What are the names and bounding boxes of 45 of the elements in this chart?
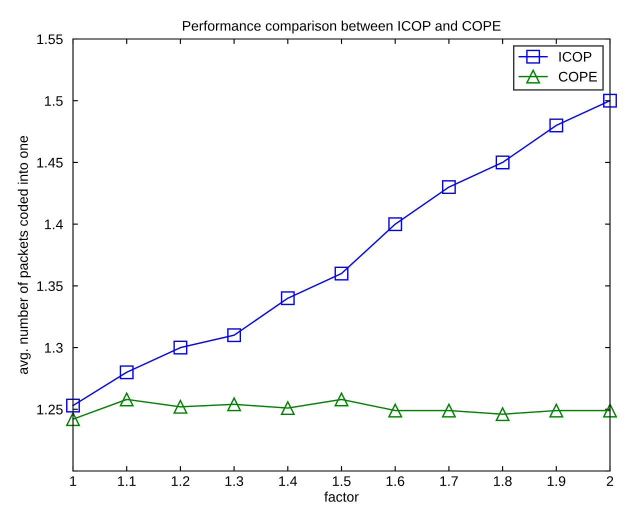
point [334,266,348,280]
y-tick-label: 1.5 [45,96,63,106]
x-tick-label: 1.2 [172,476,190,486]
point [496,155,510,170]
point [120,365,134,380]
point [227,397,242,412]
legend-label: ICOP [559,52,592,62]
point [442,404,456,418]
point [66,398,80,413]
x-tick-label: 2 [606,476,614,486]
y-tick-label: 1.25 [37,404,63,414]
point [227,328,242,342]
y-tick-label: 1.3 [45,342,63,353]
y-tick-label: 1.55 [37,34,63,44]
x-tick-label: 1.1 [118,476,136,486]
x-tick-label: 1.9 [548,476,566,486]
point [442,180,456,194]
point [549,118,564,132]
point [173,400,188,414]
point [334,392,348,406]
legend-label: COPE [558,72,597,82]
point [603,404,617,418]
point [66,412,80,426]
point [120,392,134,406]
x-tick-label: 1 [70,476,76,486]
y-tick-label: 1.35 [37,281,63,292]
chart-title: Performance comparison between ICOP and COPE [182,20,501,34]
y-tick-label: 1.45 [37,158,63,168]
y-tick-label: 1.4 [45,220,63,230]
point [603,94,617,108]
point [280,401,295,415]
x-tick-label: 1.3 [226,476,244,486]
y-axis-title: avg. number of packets coded into one [18,136,31,374]
x-tick-label: 1.5 [332,476,351,486]
x-tick-label: 1.7 [440,476,458,486]
point [388,404,402,418]
point [388,217,402,232]
point [496,407,510,422]
x-tick-label: 1.4 [279,476,298,486]
point [280,291,295,306]
x-tick-label: 1.8 [494,476,512,486]
point [173,340,188,355]
x-tick-label: 1.6 [386,476,404,486]
x-axis-title: factor [324,492,359,502]
point [549,404,564,418]
